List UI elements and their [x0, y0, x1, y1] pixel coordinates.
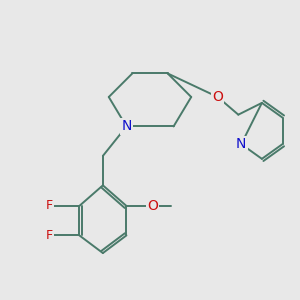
Text: N: N: [236, 137, 247, 151]
Text: O: O: [212, 90, 223, 104]
Text: F: F: [46, 229, 53, 242]
Text: O: O: [148, 199, 158, 213]
Text: F: F: [46, 200, 53, 212]
Text: N: N: [121, 119, 132, 134]
